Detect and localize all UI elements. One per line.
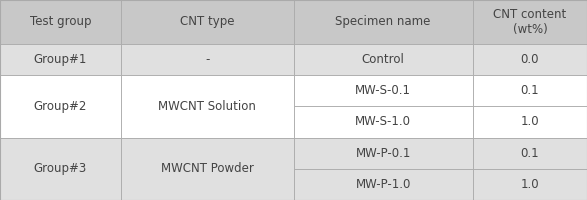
Bar	[121, 75, 294, 138]
Bar	[473, 169, 587, 200]
Bar	[0, 75, 121, 138]
Bar	[294, 106, 473, 138]
Bar	[121, 44, 294, 75]
Text: MW-P-0.1: MW-P-0.1	[356, 147, 411, 160]
Bar	[473, 106, 587, 138]
Text: MWCNT Solution: MWCNT Solution	[158, 100, 256, 113]
Text: Test group: Test group	[29, 16, 91, 28]
Text: MWCNT Powder: MWCNT Powder	[161, 162, 254, 175]
Text: -: -	[205, 53, 210, 66]
Text: Group#2: Group#2	[33, 100, 87, 113]
Text: 0.0: 0.0	[521, 53, 539, 66]
Bar	[294, 169, 473, 200]
Text: Group#3: Group#3	[33, 162, 87, 175]
Text: Group#1: Group#1	[33, 53, 87, 66]
Bar	[473, 75, 587, 106]
Bar	[121, 0, 294, 44]
Text: CNT type: CNT type	[180, 16, 234, 28]
Text: 1.0: 1.0	[521, 178, 539, 191]
Text: 0.1: 0.1	[521, 147, 539, 160]
Bar	[0, 0, 121, 44]
Text: 1.0: 1.0	[521, 115, 539, 128]
Bar	[294, 0, 473, 44]
Text: Specimen name: Specimen name	[336, 16, 431, 28]
Bar	[0, 44, 121, 75]
Bar	[473, 138, 587, 169]
Text: Control: Control	[362, 53, 404, 66]
Bar	[473, 0, 587, 44]
Bar	[294, 44, 473, 75]
Bar	[473, 44, 587, 75]
Text: MW-S-1.0: MW-S-1.0	[355, 115, 411, 128]
Text: MW-P-1.0: MW-P-1.0	[356, 178, 411, 191]
Bar	[121, 138, 294, 200]
Text: MW-S-0.1: MW-S-0.1	[355, 84, 411, 97]
Bar	[294, 138, 473, 169]
Bar	[294, 75, 473, 106]
Bar	[0, 138, 121, 200]
Text: CNT content
(wt%): CNT content (wt%)	[493, 7, 566, 36]
Text: 0.1: 0.1	[521, 84, 539, 97]
